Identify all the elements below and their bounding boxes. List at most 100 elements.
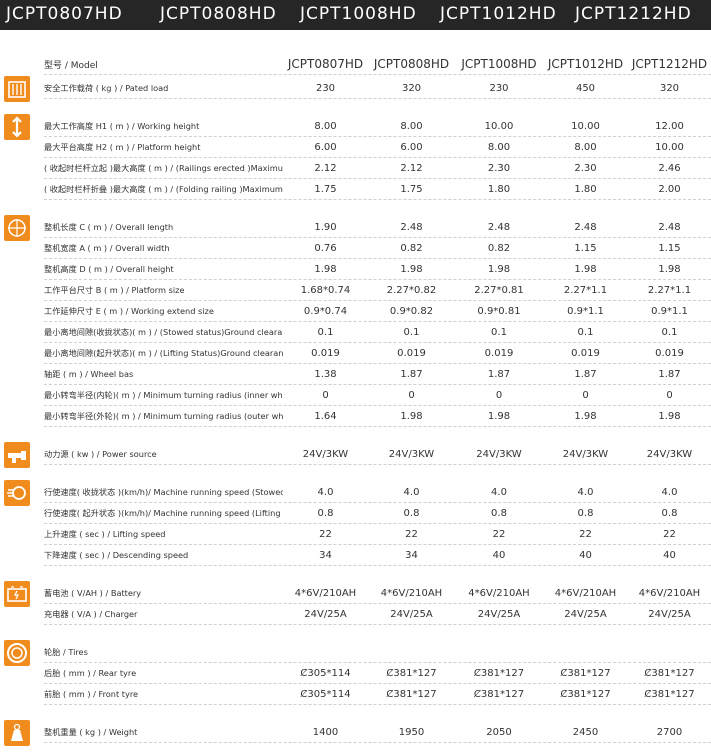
spec-label: 轴距 ( m ) / Wheel bas (44, 369, 134, 379)
spec-value: Ȼ381*127 (473, 667, 525, 679)
spec-value: 8.00 (400, 120, 423, 132)
group-icon (4, 215, 30, 241)
spec-row: 整机重量 ( kg ) / Weight 1400 1950 2050 2450 2700 (44, 722, 711, 743)
spec-value: 10.00 (571, 120, 600, 132)
spec-value: 0.8 (317, 507, 334, 519)
spec-table: 型号 / Model JCPT0807HD JCPT0808HD JCPT1008HD… (4, 54, 711, 746)
spec-value: 2.48 (574, 221, 597, 233)
spec-value: 0.019 (484, 347, 514, 359)
icon-graphic (8, 81, 26, 98)
spec-row: 最小离地间隙(起升状态)( m ) / (Lifting Status)Grou… (44, 343, 711, 364)
spec-value: 0 (322, 389, 329, 401)
spec-value: 450 (575, 82, 596, 94)
column-header: JCPT1008HD (461, 57, 537, 71)
icon-graphic (7, 486, 26, 500)
spec-value: 4.0 (403, 486, 420, 498)
spec-row: 整机宽度 A ( m ) / Overall width 0.76 0.82 0.82… (44, 238, 711, 259)
spec-row: 最大工作高度 H1 ( m ) / Working height 8.00 8.00… (44, 116, 711, 137)
spec-value: 24V/25A (564, 608, 607, 620)
spec-value: 6.00 (314, 141, 337, 153)
spec-row: 蓄电池 ( V/AH ) / Battery 4*6V/210AH 4*6V/210… (44, 583, 711, 604)
spec-value: 12.00 (655, 120, 684, 132)
spec-row: 最小转弯半径(内轮)( m ) / Minimum turning radius… (44, 385, 711, 406)
model-bar: JCPT0807HD JCPT0808HD JCPT1008HD JCPT1012HD… (0, 0, 711, 30)
column-header: JCPT0807HD (287, 57, 364, 71)
spec-row: 整机高度 D ( m ) / Overall height 1.98 1.98 1.9… (44, 259, 711, 280)
spec-row: 整机长度 C ( m ) / Overall length 1.90 2.48 2.4… (44, 217, 711, 238)
spec-value: 0.9*0.81 (477, 305, 521, 317)
spec-label: 安全工作载荷 ( kg ) / Pated load (44, 83, 169, 93)
model-name: JCPT1012HD (440, 4, 557, 24)
spec-label: 整机长度 C ( m ) / Overall length (44, 222, 174, 232)
spec-value: 4*6V/210AH (468, 587, 530, 599)
spec-value: 0.1 (403, 326, 420, 338)
row-group: 最大工作高度 H1 ( m ) / Working height 8.00 8.00… (4, 114, 711, 200)
spec-label: 前胎 ( mm ) / Front tyre (44, 689, 139, 699)
spec-value: 4.0 (317, 486, 334, 498)
spec-value: 2.00 (658, 183, 681, 195)
spec-value: 40 (663, 549, 676, 561)
spec-row: 后胎 ( mm ) / Rear tyre Ȼ305*114 Ȼ381*127 Ȼ38… (44, 663, 711, 684)
spec-value: 0.8 (403, 507, 420, 519)
spec-label: 动力源 ( kw ) / Power source (44, 449, 157, 459)
group-icon (4, 76, 30, 102)
spec-value: 1.15 (658, 242, 681, 254)
spec-value: 22 (663, 528, 676, 540)
spec-value: 0.9*0.74 (303, 305, 348, 317)
spec-value: 0.8 (577, 507, 594, 519)
model-name: JCPT1212HD (575, 4, 692, 24)
icon-graphic (8, 451, 26, 463)
icon-graphic (7, 643, 27, 663)
spec-value: 1.98 (574, 263, 597, 275)
row-group: 行使速度( 收拢状态 )(km/h)/ Machine running spee… (4, 480, 711, 566)
spec-value: 1.15 (574, 242, 597, 254)
spec-label: 充电器 ( V/A ) / Charger (44, 609, 138, 619)
spec-row: 下降速度 ( sec ) / Descending speed 34 34 40 40 4… (44, 545, 711, 566)
spec-value: 0.9*1.1 (651, 305, 688, 317)
spec-row: 工作延伸尺寸 E ( m ) / Working extend size 0.9*… (44, 301, 711, 322)
spec-value: Ȼ381*127 (386, 688, 437, 700)
spec-value: 230 (489, 82, 509, 94)
spec-value: 24V/3KW (646, 448, 693, 460)
row-group: 整机长度 C ( m ) / Overall length 1.90 2.48 2.4… (4, 215, 711, 427)
header-row: 型号 / Model JCPT0807HD JCPT0808HD JCPT1008HD… (44, 54, 711, 75)
spec-value: Ȼ305*114 (300, 667, 351, 679)
spec-value: 0 (666, 389, 673, 401)
spec-value: 4.0 (661, 486, 678, 498)
spec-value: 0.1 (577, 326, 594, 338)
spec-label: 整机宽度 A ( m ) / Overall width (44, 243, 170, 253)
spec-value: 24V/25A (477, 608, 521, 620)
spec-label: 轮胎 / Tires (44, 647, 88, 657)
spec-value: 0.1 (661, 326, 678, 338)
spec-row: 轮胎 / Tires (44, 642, 711, 663)
spec-row: 最大平台高度 H2 ( m ) / Platform height 6.00 6.0… (44, 137, 711, 158)
spec-label: 最小离地间隙(起升状态)( m ) / (Lifting Status)Grou… (44, 348, 283, 358)
icon-graphic (8, 219, 26, 237)
spec-value: 22 (319, 528, 332, 540)
spec-value: 320 (659, 82, 680, 94)
spec-value: 0.019 (655, 347, 684, 359)
spec-row: 上升速度 ( sec ) / Lifting speed 22 22 22 22 22 (44, 524, 711, 545)
spec-label: 工作平台尺寸 B ( m ) / Platform size (44, 285, 185, 295)
spec-value: 2050 (486, 726, 512, 738)
spec-value: 0.019 (571, 347, 600, 359)
spec-value: 1.75 (400, 183, 423, 195)
spec-value: 4.0 (491, 486, 507, 498)
group-icon (4, 114, 30, 140)
spec-value: 1.98 (658, 410, 681, 422)
spec-value: 24V/3KW (476, 448, 522, 460)
spec-label: 上升速度 ( sec ) / Lifting speed (44, 529, 166, 539)
spec-value: 1.87 (658, 368, 681, 380)
spec-value: 0.8 (661, 507, 678, 519)
spec-value: 1.98 (314, 263, 337, 275)
spec-label: ( 收起时栏杆立起 )最大高度 ( m ) / (Railings erecte… (44, 163, 283, 173)
spec-value: 2.27*0.81 (474, 284, 524, 296)
spec-value: 2450 (572, 726, 599, 738)
spec-value: 1.87 (574, 368, 597, 380)
model-name: JCPT0807HD (6, 4, 123, 24)
icon-graphic (11, 723, 23, 741)
spec-value: 0.1 (491, 326, 507, 338)
spec-label: 下降速度 ( sec ) / Descending speed (44, 550, 189, 560)
spec-value: 0.76 (314, 242, 337, 254)
spec-value: 2.30 (574, 162, 597, 174)
